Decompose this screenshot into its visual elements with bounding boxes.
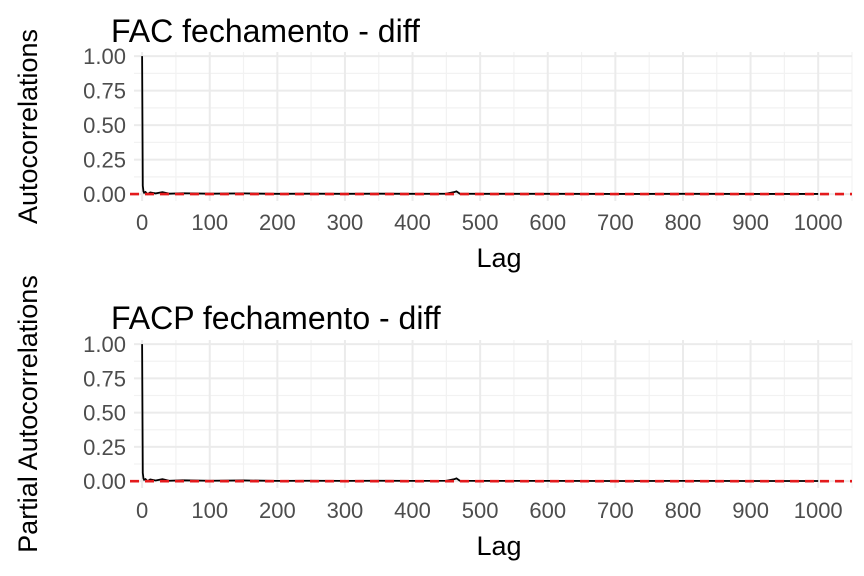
x-tick-label: 400: [394, 498, 431, 523]
x-tick-label: 300: [327, 210, 364, 235]
chart-title: FACP fechamento - diff: [111, 300, 441, 336]
x-tick-label: 300: [327, 498, 364, 523]
x-tick-label: 1000: [794, 210, 843, 235]
y-tick-label: 0.25: [83, 435, 126, 460]
x-tick-label: 100: [191, 498, 228, 523]
x-tick-label: 0: [136, 210, 148, 235]
x-tick-label: 900: [732, 210, 769, 235]
x-tick-label: 700: [597, 498, 634, 523]
chart-panel-1: FAC fechamento - diff 0.00 0.25 0.50 0.75 1.0…: [13, 13, 853, 273]
x-tick-label: 0: [136, 498, 148, 523]
x-tick-label: 500: [462, 498, 499, 523]
x-tick-label: 600: [529, 498, 566, 523]
x-tick-label: 600: [529, 210, 566, 235]
x-tick-label: 1000: [794, 498, 843, 523]
x-tick-label: 400: [394, 210, 431, 235]
x-tick-label: 100: [191, 210, 228, 235]
y-tick-label: 0.75: [83, 79, 126, 104]
y-axis-title: Autocorrelations: [13, 29, 43, 224]
chart-panel-2: FACP fechamento - diff 0.00 0.25 0.50 0.75 1.…: [13, 275, 853, 561]
x-tick-label: 200: [259, 210, 296, 235]
x-tick-label: 900: [732, 498, 769, 523]
y-axis-title: Partial Autocorrelations: [13, 275, 43, 553]
chart-title: FAC fechamento - diff: [111, 13, 420, 49]
y-tick-label: 0.00: [83, 469, 126, 494]
y-tick-label: 0.50: [83, 113, 126, 138]
y-tick-label: 0.25: [83, 148, 126, 173]
y-tick-label: 1.00: [83, 332, 126, 357]
x-tick-label: 800: [665, 498, 702, 523]
x-tick-label: 500: [462, 210, 499, 235]
y-tick-label: 1.00: [83, 44, 126, 69]
y-tick-label: 0.50: [83, 401, 126, 426]
x-axis-title: Lag: [476, 531, 521, 561]
y-tick-label: 0.00: [83, 182, 126, 207]
x-tick-label: 800: [665, 210, 702, 235]
y-tick-label: 0.75: [83, 366, 126, 391]
x-axis-title: Lag: [476, 243, 521, 273]
x-tick-label: 200: [259, 498, 296, 523]
x-tick-label: 700: [597, 210, 634, 235]
